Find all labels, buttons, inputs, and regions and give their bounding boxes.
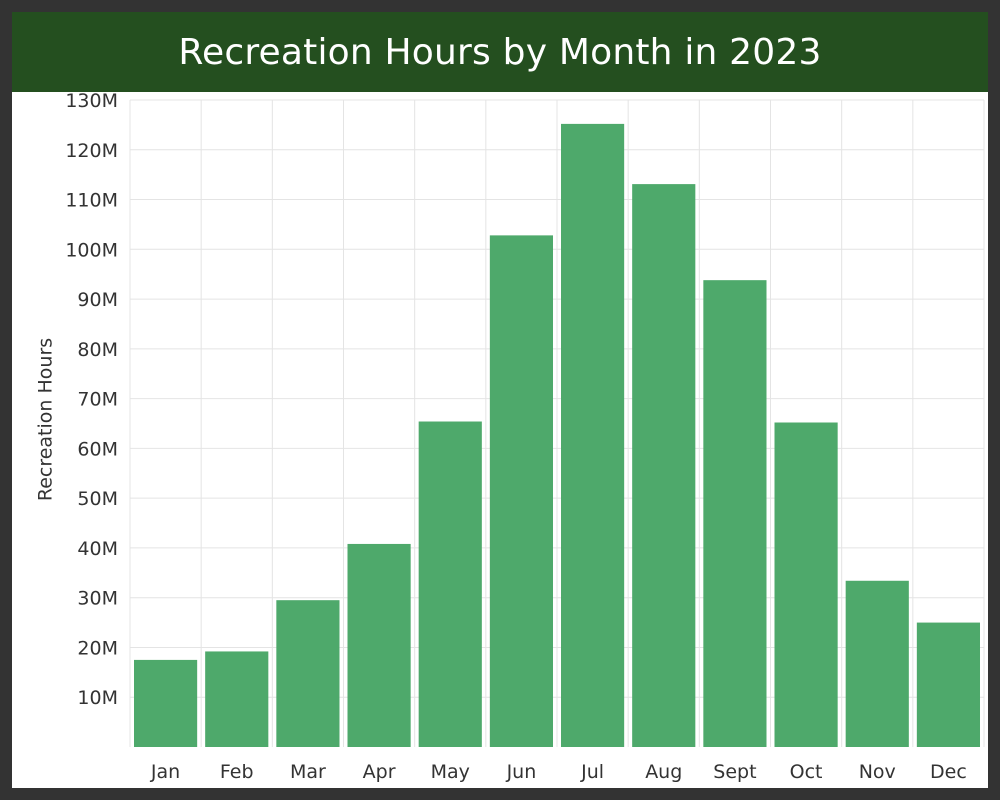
chart-title: Recreation Hours by Month in 2023 bbox=[178, 31, 822, 73]
x-tick-label: Nov bbox=[859, 761, 896, 783]
bar-chart: 10M 20M 30M 40M 50M 60M 70M 80M 90M 100M 110M 120M 1… bbox=[35, 90, 985, 783]
y-tick-label: 130M bbox=[65, 90, 118, 112]
bar-dec[interactable] bbox=[916, 622, 980, 747]
bar-oct[interactable] bbox=[774, 422, 838, 747]
y-tick-label: 50M bbox=[77, 488, 118, 510]
x-tick-label: Dec bbox=[930, 761, 967, 783]
x-tick-label: Jun bbox=[506, 761, 537, 783]
x-tick-label: May bbox=[431, 761, 470, 783]
y-axis-label: Recreation Hours bbox=[35, 338, 57, 501]
x-tick-label: Feb bbox=[220, 761, 254, 783]
x-tick-label: Apr bbox=[363, 761, 396, 783]
y-tick-label: 20M bbox=[77, 637, 118, 659]
bar-nov[interactable] bbox=[845, 580, 909, 747]
y-tick-label: 80M bbox=[77, 339, 118, 361]
x-tick-label: Mar bbox=[290, 761, 326, 783]
x-tick-label: Jul bbox=[580, 761, 604, 783]
bar-aug[interactable] bbox=[632, 184, 696, 748]
grid-layer bbox=[129, 99, 985, 747]
bar-sept[interactable] bbox=[703, 280, 767, 747]
y-tick-label: 40M bbox=[77, 538, 118, 560]
x-tick-label: Jan bbox=[150, 761, 180, 783]
x-axis-ticks: Jan Feb Mar Apr May Jun Jul Aug Sept Oct Nov Dec bbox=[150, 761, 967, 783]
y-tick-label: 30M bbox=[77, 588, 118, 610]
y-axis-ticks: 10M 20M 30M 40M 50M 60M 70M 80M 90M 100M 110M 120M 1… bbox=[65, 90, 118, 709]
bar-may[interactable] bbox=[418, 421, 482, 747]
x-tick-label: Aug bbox=[645, 761, 682, 783]
y-tick-label: 120M bbox=[65, 140, 118, 162]
bar-feb[interactable] bbox=[205, 651, 269, 747]
bars-layer bbox=[134, 123, 980, 748]
bar-jan[interactable] bbox=[134, 659, 198, 747]
y-tick-label: 10M bbox=[77, 687, 118, 709]
bar-jun[interactable] bbox=[489, 235, 553, 747]
y-tick-label: 60M bbox=[77, 438, 118, 460]
bar-apr[interactable] bbox=[347, 543, 411, 747]
y-tick-label: 110M bbox=[65, 190, 118, 212]
bar-jul[interactable] bbox=[561, 123, 625, 748]
y-tick-label: 100M bbox=[65, 239, 118, 261]
y-tick-label: 90M bbox=[77, 289, 118, 311]
x-tick-label: Sept bbox=[713, 761, 756, 783]
y-tick-label: 70M bbox=[77, 389, 118, 411]
bar-mar[interactable] bbox=[276, 600, 340, 747]
title-bar: Recreation Hours by Month in 2023 bbox=[12, 12, 988, 92]
chart-frame: Recreation Hours by Month in 2023 10M 20M… bbox=[12, 12, 988, 788]
x-tick-label: Oct bbox=[790, 761, 823, 783]
